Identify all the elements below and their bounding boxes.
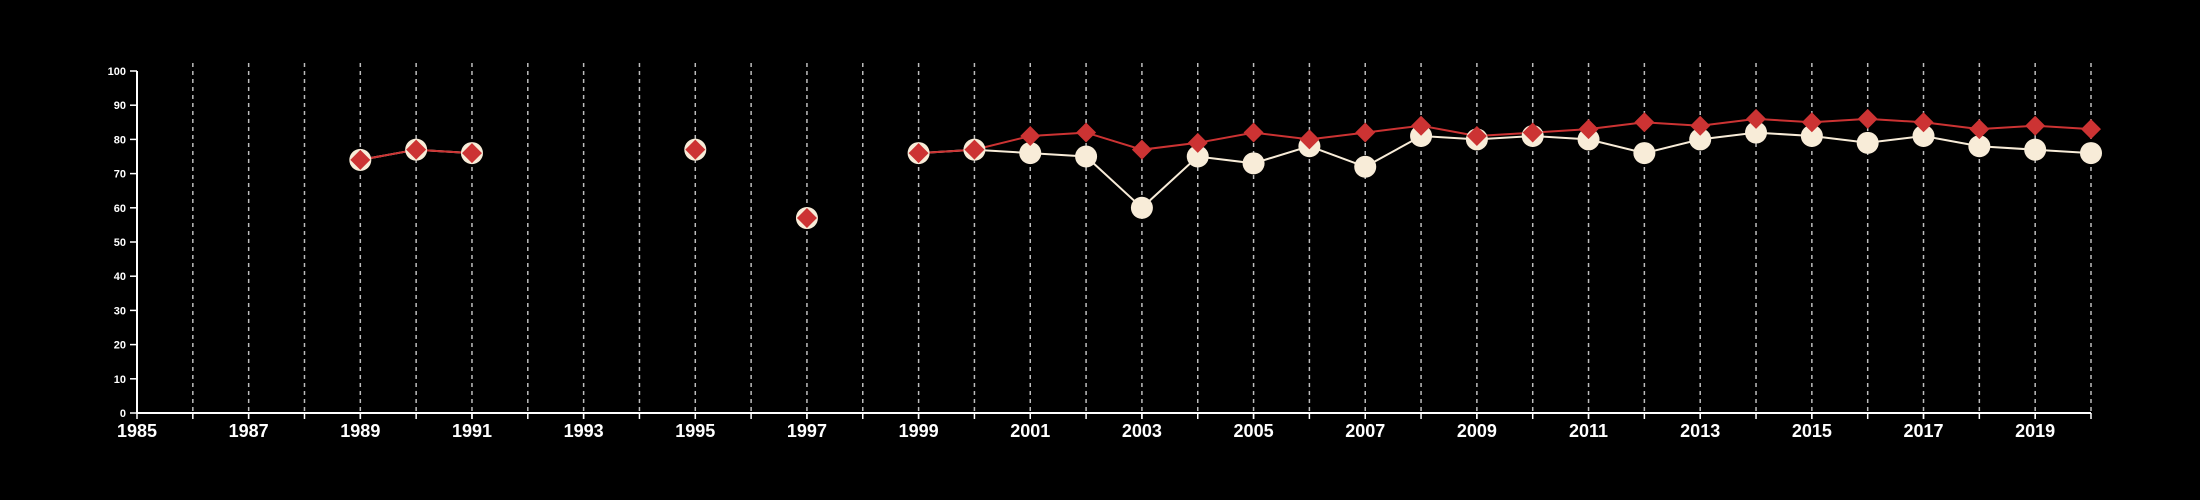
circle-marker [1912,124,1935,147]
circle-marker [1130,196,1153,219]
x-tick-label: 1987 [229,421,269,441]
series-line-1 [918,131,2092,210]
y-tick-label: 70 [114,169,126,181]
x-tick-label: 1997 [787,421,827,441]
x-tick-label: 2007 [1345,421,1385,441]
circle-marker [1354,155,1377,178]
diamond-marker [1578,119,1599,140]
x-tick-label: 2003 [1122,421,1162,441]
y-tick-label: 40 [114,271,126,283]
circle-marker [1745,121,1768,144]
circle-marker [1577,128,1600,151]
y-tick-label: 90 [114,100,126,112]
diamond-marker [1411,115,1432,136]
y-tick-label: 60 [114,203,126,215]
x-tick-label: 1985 [117,421,157,441]
circle-marker [1075,145,1098,168]
circle-marker [1856,131,1879,154]
diamond-marker [1634,112,1655,133]
circle-marker [1410,124,1433,147]
diamond-marker [1857,108,1878,129]
diamond-marker [908,143,929,164]
x-tick-label: 2015 [1792,421,1832,441]
x-tick-label: 1995 [675,421,715,441]
y-tick-label: 100 [108,66,126,78]
diamond-marker [461,143,482,164]
circle-marker [1019,142,1042,165]
circle-marker [2080,142,2102,165]
diamond-marker [2025,115,2046,136]
diamond-marker [1020,125,1041,146]
y-tick-label: 30 [114,305,126,317]
y-tick-label: 50 [114,237,126,249]
x-tick-label: 2009 [1457,421,1497,441]
x-tick-label: 1989 [340,421,380,441]
diamond-marker [1131,139,1152,160]
circle-marker [2024,138,2047,161]
series-layer [349,108,2102,230]
diamond-marker [1466,125,1487,146]
circle-marker [1633,142,1656,165]
x-tick-label: 1991 [452,421,492,441]
diamond-marker [1187,132,1208,153]
diamond-marker [1969,119,1990,140]
y-tick-label: 80 [114,134,126,146]
x-tick-label: 2013 [1680,421,1720,441]
diamond-marker [406,139,427,160]
circle-marker [1968,135,1991,158]
diamond-marker [1801,112,1822,133]
x-tick-label: 2005 [1234,421,1274,441]
circle-marker [1800,124,1823,147]
diamond-marker [1243,122,1264,143]
x-tick-label: 1993 [564,421,604,441]
diamond-marker [964,139,985,160]
diamond-marker [796,208,817,229]
circle-marker [1186,145,1209,168]
y-tick-label: 20 [114,340,126,352]
diamond-marker [350,149,371,170]
diamond-marker [1690,115,1711,136]
axes-layer: 0 10 20 30 40 50 60 70 80 90 100 1985 1987 1989 1991 19… [108,66,2092,441]
x-tick-label: 1999 [899,421,939,441]
diamond-marker [2081,119,2101,140]
diamond-marker [1746,108,1767,129]
series-line-2 [918,117,2092,155]
diamond-marker [1355,122,1376,143]
diamond-marker [1076,122,1097,143]
diamond-marker [1299,129,1320,150]
circle-marker [1242,152,1265,175]
x-tick-label: 2017 [1903,421,1943,441]
diamond-marker [685,139,706,160]
y-tick-label: 0 [120,408,126,420]
diamond-marker [1522,122,1543,143]
y-tick-label: 10 [114,374,126,386]
diamond-marker [1913,112,1934,133]
circle-marker [1689,128,1712,151]
x-tick-label: 2019 [2015,421,2055,441]
x-tick-label: 2011 [1569,421,1608,441]
x-tick-label: 2001 [1010,421,1050,441]
